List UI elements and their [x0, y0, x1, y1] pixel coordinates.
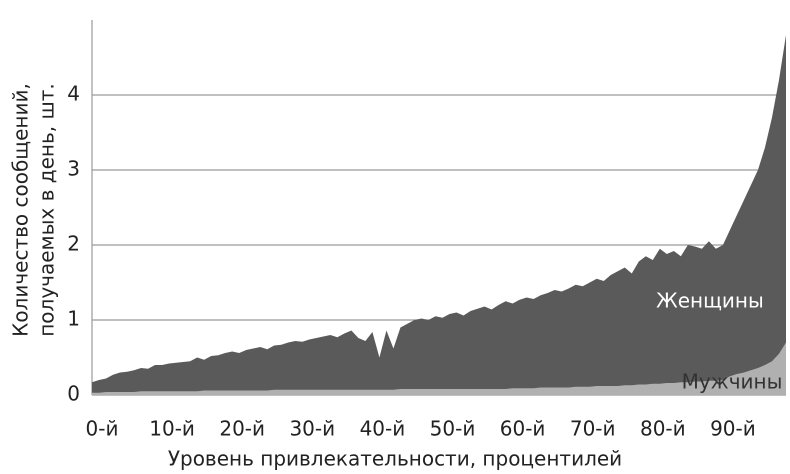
x-tick-label: 60-й	[500, 417, 546, 441]
x-tick-label: 0-й	[86, 417, 119, 441]
y-tick-label: 2	[67, 232, 80, 256]
y-tick-label: 1	[67, 307, 80, 331]
x-tick-label: 20-й	[219, 417, 265, 441]
y-tick-label: 4	[67, 82, 80, 106]
y-tick-label: 3	[67, 157, 80, 181]
x-tick-label: 70-й	[570, 417, 616, 441]
y-tick-label: 0	[67, 382, 80, 406]
area	[92, 342, 786, 395]
x-axis-label: Уровень привлекательности, процентилей	[168, 447, 622, 471]
legend-label: Женщины	[656, 289, 764, 313]
x-tick-label: 40-й	[360, 417, 406, 441]
x-tick-label: 90-й	[710, 417, 756, 441]
area	[92, 35, 786, 395]
x-tick-label: 80-й	[640, 417, 686, 441]
x-tick-label: 10-й	[149, 417, 195, 441]
y-axis-label: получаемых в день, шт.	[35, 83, 59, 337]
x-tick-label: 50-й	[430, 417, 476, 441]
legend-label: Мужчины	[682, 370, 783, 394]
x-tick-label: 30-й	[289, 417, 335, 441]
y-axis-label: Количество сообщений,	[9, 83, 33, 337]
